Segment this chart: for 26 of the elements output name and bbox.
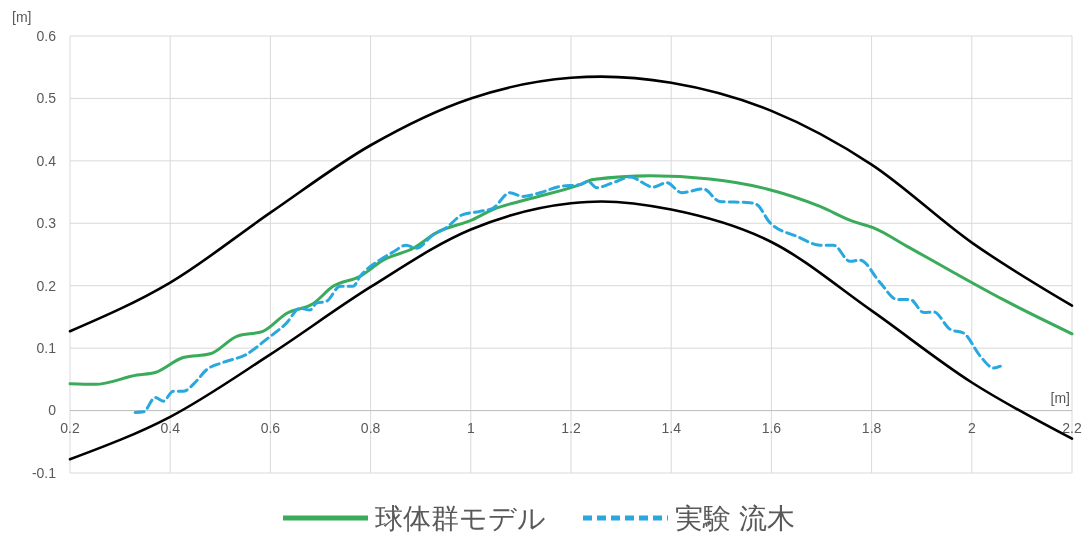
- y-tick-label: 0.2: [36, 277, 57, 294]
- legend-label: 球体群モデル: [375, 502, 546, 534]
- x-tick-label: 1.4: [661, 419, 682, 436]
- y-tick-label: 0.5: [36, 90, 57, 107]
- x-tick-label: 1.6: [761, 419, 782, 436]
- y-axis-title: [m]: [12, 9, 32, 25]
- x-tick-label: 0.2: [60, 419, 80, 436]
- legend-label: 実験 流木: [675, 502, 795, 534]
- y-tick-label: 0.3: [36, 215, 57, 232]
- x-tick-label: 2.2: [1062, 419, 1082, 436]
- y-tick-label: 0: [48, 402, 57, 419]
- y-tick-label: 0.1: [36, 340, 57, 357]
- x-tick-label: 0.4: [160, 419, 181, 436]
- x-tick-label: 1.2: [561, 419, 581, 436]
- x-tick-label: 1: [466, 419, 475, 436]
- line-series: [68, 174, 1074, 386]
- line-series: [133, 175, 1002, 414]
- x-tick-label: 2: [967, 419, 976, 436]
- line-series: [68, 75, 1074, 333]
- y-tick-label: 0.6: [36, 27, 57, 44]
- x-tick-label: 0.8: [360, 419, 381, 436]
- y-tick-label: -0.1: [31, 464, 57, 481]
- x-axis-title: [m]: [1050, 389, 1070, 406]
- y-tick-label: 0.4: [36, 152, 57, 169]
- x-tick-label: 1.8: [861, 419, 882, 436]
- x-tick-label: 0.6: [260, 419, 281, 436]
